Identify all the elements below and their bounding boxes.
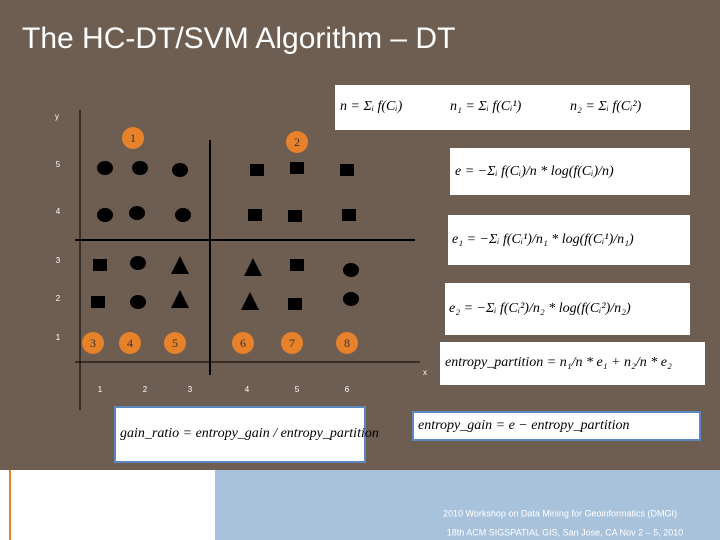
y-tick-label: 4 <box>56 207 61 216</box>
marker-label: 4 <box>127 336 133 350</box>
marker-label: 8 <box>344 336 350 350</box>
x-tick-label: 4 <box>245 385 250 394</box>
circle-point <box>343 263 359 277</box>
circle-point <box>130 256 146 270</box>
x-tick-label: 3 <box>188 385 193 394</box>
formula: entropy_gain = e − entropy_partition <box>418 418 630 433</box>
circle-point <box>97 161 113 175</box>
y-tick-label: 1 <box>56 333 61 342</box>
marker-label: 1 <box>130 131 136 145</box>
circle-point <box>343 292 359 306</box>
footer-line1: 2010 Workshop on Data Mining for Geoinfo… <box>443 508 677 518</box>
formula-box <box>450 148 690 195</box>
square-point <box>342 209 356 221</box>
x-tick-label: 2 <box>143 385 148 394</box>
formula-box <box>114 406 366 463</box>
square-point <box>288 298 302 310</box>
x-tick-label: 5 <box>295 385 300 394</box>
circle-point <box>132 161 148 175</box>
marker-label: 7 <box>289 336 295 350</box>
marker-circle <box>82 332 104 354</box>
formula: e₁ = −Σᵢ f(Cᵢ¹)/n₁ * log(f(Cᵢ¹)/n₁) <box>452 232 634 247</box>
formula-box <box>448 215 690 265</box>
marker-circle <box>336 332 358 354</box>
marker-circle <box>281 332 303 354</box>
y-label: y <box>55 112 59 121</box>
marker-label: 2 <box>294 135 300 149</box>
formula-box <box>445 283 690 335</box>
triangle-point <box>171 290 189 308</box>
marker-circle <box>232 332 254 354</box>
marker-circle <box>122 127 144 149</box>
formula-box <box>335 85 690 130</box>
circle-point <box>97 208 113 222</box>
y-tick-label: 3 <box>56 256 61 265</box>
marker-label: 5 <box>172 336 178 350</box>
square-point <box>290 259 304 271</box>
marker-circle <box>164 332 186 354</box>
x-label: x <box>423 368 427 377</box>
square-point <box>288 210 302 222</box>
circle-point <box>172 163 188 177</box>
marker-label: 6 <box>240 336 246 350</box>
square-point <box>93 259 107 271</box>
formula: e₂ = −Σᵢ f(Cᵢ²)/n₂ * log(f(Cᵢ²)/n₂) <box>449 301 631 316</box>
triangle-point <box>171 256 189 274</box>
title: The HC-DT/SVM Algorithm – DT <box>22 22 455 55</box>
circle-point <box>175 208 191 222</box>
square-point <box>340 164 354 176</box>
y-tick-label: 5 <box>56 160 61 169</box>
formula: e = −Σᵢ f(Cᵢ)/n * log(f(Cᵢ)/n) <box>455 164 614 179</box>
circle-point <box>130 295 146 309</box>
square-point <box>248 209 262 221</box>
square-point <box>91 296 105 308</box>
x-tick-label: 6 <box>345 385 350 394</box>
footer-line2: 18th ACM SIGSPATIAL GIS, San Jose, CA No… <box>447 527 683 537</box>
marker-circle <box>286 131 308 153</box>
formula: entropy_partition = n₁/n * e₁ + n₂/n * e… <box>445 355 672 370</box>
y-tick-label: 2 <box>56 294 61 303</box>
marker-circle <box>119 332 141 354</box>
marker-label: 3 <box>90 336 96 350</box>
triangle-point <box>241 292 259 310</box>
footer-box <box>215 470 720 540</box>
circle-point <box>129 206 145 220</box>
formula-box <box>440 342 705 385</box>
x-tick-label: 1 <box>98 385 103 394</box>
formula: n₂ = Σᵢ f(Cᵢ²) <box>570 99 642 114</box>
square-point <box>290 162 304 174</box>
formula: n₁ = Σᵢ f(Cᵢ¹) <box>450 99 522 114</box>
formula: n = Σᵢ f(Cᵢ) <box>340 99 403 114</box>
triangle-point <box>244 258 262 276</box>
formula: gain_ratio = entropy_gain / entropy_part… <box>120 426 379 441</box>
formula-box <box>412 411 701 441</box>
square-point <box>250 164 264 176</box>
